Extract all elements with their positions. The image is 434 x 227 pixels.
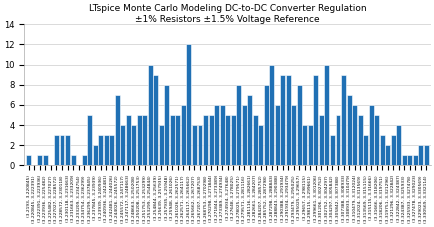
Bar xyxy=(219,105,224,165)
Bar xyxy=(269,65,273,165)
Bar xyxy=(230,115,235,165)
Bar xyxy=(340,75,345,165)
Bar xyxy=(125,115,131,165)
Bar xyxy=(70,155,76,165)
Bar xyxy=(26,155,31,165)
Bar xyxy=(285,75,290,165)
Bar xyxy=(252,115,257,165)
Bar xyxy=(82,155,86,165)
Bar xyxy=(313,75,318,165)
Bar xyxy=(120,125,125,165)
Bar xyxy=(186,44,191,165)
Bar xyxy=(395,125,400,165)
Bar xyxy=(258,125,263,165)
Bar xyxy=(59,135,64,165)
Bar xyxy=(418,145,422,165)
Bar xyxy=(191,125,197,165)
Bar xyxy=(318,115,323,165)
Bar xyxy=(241,105,246,165)
Bar xyxy=(181,105,185,165)
Bar xyxy=(54,135,59,165)
Bar xyxy=(43,155,48,165)
Bar xyxy=(236,85,240,165)
Bar xyxy=(164,85,169,165)
Bar xyxy=(385,145,389,165)
Bar xyxy=(136,115,141,165)
Bar xyxy=(37,155,42,165)
Bar xyxy=(346,95,351,165)
Bar xyxy=(274,105,279,165)
Bar xyxy=(225,115,230,165)
Bar xyxy=(197,125,202,165)
Bar xyxy=(170,115,174,165)
Bar xyxy=(115,95,119,165)
Bar xyxy=(158,125,164,165)
Bar xyxy=(362,135,367,165)
Bar xyxy=(214,105,219,165)
Bar xyxy=(203,115,207,165)
Bar xyxy=(406,155,411,165)
Bar xyxy=(87,115,92,165)
Bar xyxy=(357,115,362,165)
Bar xyxy=(368,105,373,165)
Bar xyxy=(390,135,395,165)
Bar xyxy=(373,115,378,165)
Bar xyxy=(296,85,301,165)
Bar xyxy=(335,115,340,165)
Bar xyxy=(65,135,70,165)
Bar xyxy=(324,65,329,165)
Bar xyxy=(92,145,97,165)
Bar xyxy=(423,145,428,165)
Bar xyxy=(401,155,406,165)
Bar xyxy=(175,115,180,165)
Bar xyxy=(351,105,356,165)
Bar xyxy=(379,135,384,165)
Bar xyxy=(291,105,296,165)
Bar xyxy=(279,75,285,165)
Title: LTspice Monte Carlo Modeling DC-to-DC Converter Regulation
±1% Resistors ±1.5% V: LTspice Monte Carlo Modeling DC-to-DC Co… xyxy=(89,4,365,24)
Bar xyxy=(148,65,152,165)
Bar xyxy=(208,115,213,165)
Bar xyxy=(412,155,417,165)
Bar xyxy=(103,135,108,165)
Bar xyxy=(302,125,307,165)
Bar xyxy=(263,85,268,165)
Bar xyxy=(247,95,252,165)
Bar xyxy=(131,125,136,165)
Bar xyxy=(109,135,114,165)
Bar xyxy=(98,135,103,165)
Bar xyxy=(142,115,147,165)
Bar xyxy=(153,75,158,165)
Bar xyxy=(307,125,312,165)
Bar xyxy=(329,135,334,165)
